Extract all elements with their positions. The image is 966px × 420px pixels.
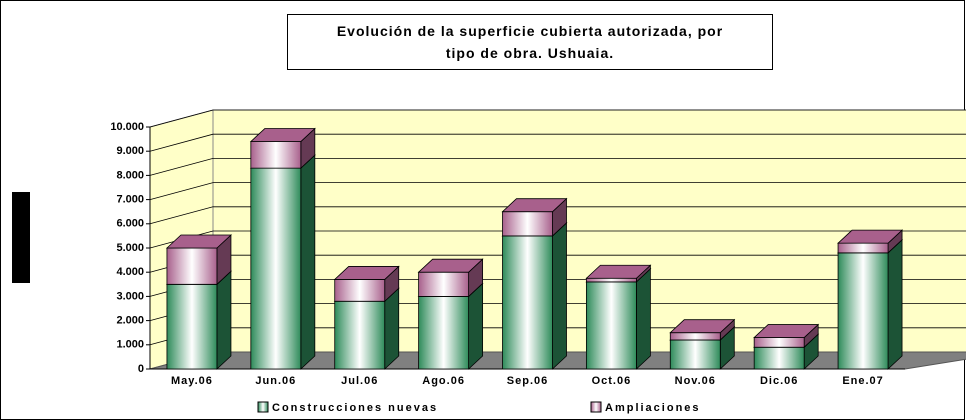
bar-top [585,264,652,279]
bar-top [333,266,400,280]
grid-line [149,182,966,200]
x-tick-label: Dic.06 [760,375,798,387]
legend-label: Ampliaciones [605,402,701,414]
bar-top [669,319,736,334]
bar-top [501,198,568,213]
bar [334,279,386,302]
x-tick-label: Ago.06 [422,375,465,387]
bar [250,167,302,370]
legend-swatch [257,401,269,413]
grid-line [149,157,966,176]
grid-line [149,230,966,249]
bar [837,252,889,370]
bar-side [216,270,232,370]
y-tick-label: 2.000 [116,315,144,327]
y-tick-label: 10.000 [110,121,144,133]
y-tick-label: 4.000 [116,266,144,278]
grid-line [149,109,966,128]
bar [669,332,721,341]
bar-top [249,128,316,142]
bar [837,242,889,254]
chart-title: Evolución de la superficie cubierta auto… [287,14,773,70]
legend-label: Construcciones nuevas [272,402,438,414]
bar-top [417,258,484,273]
bar [250,141,302,169]
bar [418,271,470,297]
bar-top [837,229,904,244]
y-tick-label: 0 [138,363,144,375]
bar-top [165,234,232,249]
bar [753,337,805,348]
grid-line [149,133,966,152]
y-tick-label: 9.000 [116,145,144,157]
side-block [12,192,30,283]
y-tick-label: 3.000 [116,290,144,302]
bar [585,281,637,370]
bar-side [635,267,651,370]
x-tick-label: Oct.06 [592,375,632,387]
bar [418,295,470,370]
y-tick-label: 1.000 [116,339,144,351]
x-tick-label: Nov.06 [675,375,716,387]
y-tick-label: 7.000 [116,194,144,206]
bar [502,235,553,370]
y-tick-label: 8.000 [116,169,144,181]
bar-side [300,154,316,370]
bar [585,277,637,283]
bar-side [384,287,400,370]
x-tick-label: Jul.06 [341,375,378,387]
y-tick-label: 6.000 [116,218,144,230]
x-tick-label: May.06 [171,375,213,387]
bar [166,247,218,285]
bar-side [552,221,567,370]
bar [669,339,721,370]
x-tick-label: Sep.06 [507,375,548,387]
bar [166,283,218,370]
y-tick-label: 5.000 [116,242,144,254]
bar-top [753,324,820,338]
x-tick-label: Jun.06 [255,375,296,387]
bar-side [887,238,903,370]
bar [334,300,386,370]
x-tick-label: Ene.07 [842,375,883,387]
bar [502,211,553,237]
grid-line [149,206,966,225]
bar-side [468,282,484,370]
bar [753,346,805,370]
legend-swatch [590,401,602,413]
